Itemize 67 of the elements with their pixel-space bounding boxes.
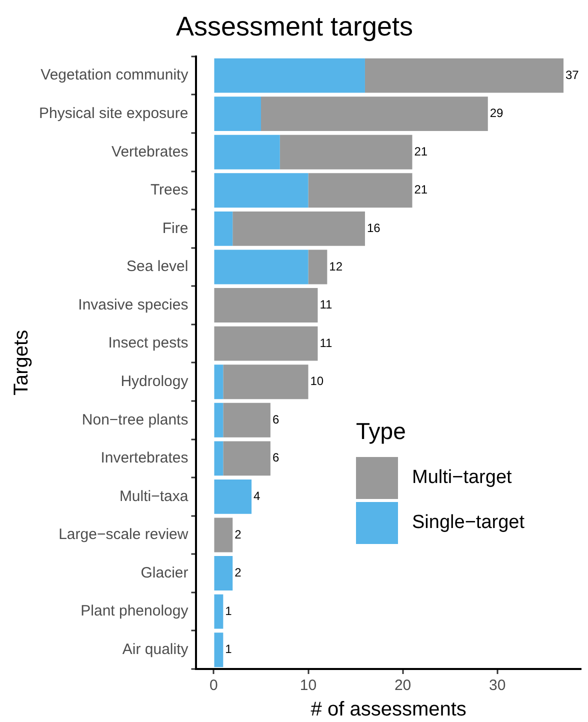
y-tick-label: Physical site exposure xyxy=(38,104,188,122)
bar xyxy=(260,96,488,132)
bar xyxy=(214,134,280,170)
y-tick-label: Large−scale review xyxy=(58,526,188,544)
total-label: 2 xyxy=(234,566,242,580)
bar xyxy=(214,250,308,284)
total-label: 10 xyxy=(310,374,324,388)
total-label: 11 xyxy=(320,336,332,350)
bar xyxy=(232,211,365,246)
y-tick-label: Fire xyxy=(162,220,188,237)
chart-title: Assessment targets xyxy=(176,12,414,42)
y-tick-label: Vertebrates xyxy=(112,143,188,160)
bar xyxy=(214,632,224,668)
bar xyxy=(214,364,224,400)
total-label: 21 xyxy=(414,182,428,197)
total-label: 1 xyxy=(225,642,232,656)
bar xyxy=(364,58,564,93)
total-label: 6 xyxy=(272,412,280,426)
y-tick-label: Vegetation community xyxy=(40,66,189,84)
y-tick-label: Hydrology xyxy=(120,372,189,390)
bar xyxy=(214,211,233,246)
total-label: 12 xyxy=(329,259,343,274)
y-tick-label: Air quality xyxy=(122,640,189,658)
legend-label: Multi−target xyxy=(412,466,512,488)
x-tick-label: 30 xyxy=(488,677,506,694)
bar xyxy=(214,288,318,322)
x-tick-label: 0 xyxy=(210,677,218,694)
y-tick-label: Trees xyxy=(150,182,188,199)
y-axis-title: Targets xyxy=(10,330,33,396)
bar xyxy=(214,402,224,438)
bar xyxy=(214,58,365,93)
y-tick-label: Multi−taxa xyxy=(119,488,189,505)
bar xyxy=(214,173,308,208)
y-tick-label: Non−tree plants xyxy=(82,411,188,428)
bar xyxy=(214,518,233,552)
bar xyxy=(214,441,224,476)
bar xyxy=(308,173,412,208)
bar xyxy=(223,402,270,438)
x-tick-label: 20 xyxy=(394,677,412,694)
bar xyxy=(223,364,308,400)
bar xyxy=(308,250,328,284)
bar xyxy=(214,479,252,514)
y-tick-label: Invasive species xyxy=(78,296,188,314)
total-label: 21 xyxy=(414,144,428,158)
total-label: 16 xyxy=(366,221,381,236)
bar xyxy=(280,134,412,170)
y-tick-label: Glacier xyxy=(140,564,188,582)
y-tick-label: Sea level xyxy=(126,258,188,276)
bar xyxy=(214,96,261,132)
total-label: 2 xyxy=(234,527,242,542)
bar xyxy=(214,326,318,361)
total-label: 29 xyxy=(490,106,504,120)
y-tick-label: Invertebrates xyxy=(100,450,188,467)
total-label: 1 xyxy=(225,604,232,618)
y-tick-label: Insect pests xyxy=(108,334,188,352)
total-label: 37 xyxy=(566,68,580,82)
legend-title: Type xyxy=(356,418,407,445)
total-label: 4 xyxy=(254,489,261,504)
y-tick-label: Plant phenology xyxy=(80,602,189,620)
x-axis-title: # of assessments xyxy=(310,698,466,721)
x-tick-label: 10 xyxy=(300,677,317,694)
total-label: 11 xyxy=(320,298,332,312)
bar xyxy=(214,594,224,629)
total-label: 6 xyxy=(272,450,280,465)
legend-label: Single−target xyxy=(412,512,524,534)
bar xyxy=(223,441,270,476)
bar xyxy=(214,556,233,591)
